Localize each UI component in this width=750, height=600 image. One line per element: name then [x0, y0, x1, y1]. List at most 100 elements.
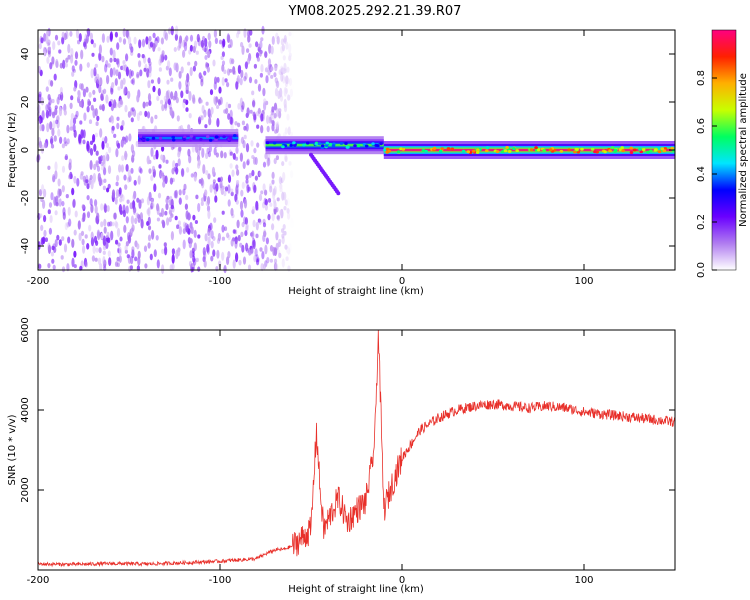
- heatmap-cell: [47, 94, 51, 101]
- heatmap-cell: [75, 28, 80, 39]
- heatmap-cell: [223, 226, 228, 231]
- heatmap-cell: [147, 234, 152, 242]
- heatmap-cell: [116, 256, 120, 262]
- heatmap-cell: [207, 151, 211, 158]
- heatmap-cell: [86, 62, 90, 68]
- heatmap-cell: [169, 177, 173, 185]
- heatmap-cell: [216, 238, 221, 244]
- heatmap-cell: [148, 63, 152, 74]
- heatmap-cell: [273, 72, 277, 78]
- heatmap-cell: [236, 219, 240, 229]
- heatmap-cell: [107, 250, 111, 257]
- heatmap-cell: [65, 30, 69, 40]
- heatmap-cell: [246, 107, 250, 117]
- heatmap-cell: [542, 149, 546, 152]
- heatmap-cell: [157, 192, 162, 199]
- heatmap-cell: [43, 142, 48, 149]
- heatmap-cell: [146, 208, 150, 215]
- heatmap-cell: [262, 87, 266, 97]
- heatmap-cell: [96, 165, 101, 172]
- heatmap-cell: [237, 64, 242, 71]
- heatmap-cell: [187, 213, 191, 220]
- heatmap-cell: [302, 143, 306, 147]
- heatmap-cell: [161, 145, 165, 152]
- heatmap-cell: [284, 127, 288, 135]
- heatmap-cell: [262, 263, 267, 270]
- heatmap-cell: [52, 174, 56, 183]
- heatmap-cell: [629, 151, 634, 154]
- heatmap-cell: [229, 151, 233, 156]
- heatmap-cell: [267, 198, 272, 203]
- heatmap-cell: [71, 187, 75, 196]
- heatmap-cell: [111, 82, 115, 89]
- heatmap-cell: [70, 112, 74, 120]
- heatmap-cell: [97, 257, 102, 265]
- heatmap-cell: [204, 189, 208, 197]
- y-tick-label: 0: [20, 147, 31, 153]
- heatmap-cell: [82, 212, 86, 222]
- heatmap-cell: [168, 27, 172, 35]
- heatmap-cell: [245, 242, 249, 252]
- heatmap-cell: [62, 207, 66, 216]
- heatmap-cell: [170, 231, 174, 241]
- heatmap-cell: [180, 90, 184, 99]
- heatmap-cell: [241, 45, 245, 55]
- heatmap-cell: [128, 36, 132, 46]
- heatmap-cell: [187, 148, 191, 157]
- heatmap-cell: [95, 160, 99, 166]
- heatmap-cell: [100, 221, 104, 228]
- heatmap-cell: [147, 216, 151, 226]
- heatmap-cell: [115, 58, 119, 65]
- heatmap-cell: [140, 198, 145, 204]
- heatmap-cell: [209, 184, 213, 193]
- heatmap-cell: [162, 180, 166, 188]
- heatmap-cell: [254, 79, 258, 84]
- heatmap-cell: [92, 134, 96, 143]
- heatmap-cell: [79, 83, 83, 90]
- heatmap-cell: [208, 138, 213, 142]
- heatmap-cell: [269, 245, 274, 252]
- heatmap-cell: [199, 114, 203, 120]
- heatmap-cell: [186, 73, 190, 83]
- heatmap-cell: [289, 131, 294, 136]
- heatmap-cell: [91, 255, 95, 262]
- heatmap-cell: [211, 166, 216, 176]
- heatmap-cell: [213, 147, 217, 156]
- heatmap-cell: [401, 147, 406, 151]
- heatmap-cell: [287, 94, 291, 101]
- x-tick-label: -100: [209, 575, 232, 586]
- heatmap-cell: [50, 80, 54, 87]
- x-tick-label: -100: [209, 276, 232, 287]
- heatmap-cell: [265, 75, 269, 84]
- heatmap-cell: [461, 149, 466, 153]
- heatmap-cell: [608, 149, 612, 153]
- heatmap-cell: [270, 109, 274, 116]
- heatmap-cell: [285, 41, 289, 50]
- heatmap-cell: [189, 250, 193, 259]
- heatmap-cell: [98, 44, 102, 55]
- heatmap-cell: [191, 266, 195, 273]
- heatmap-cell: [613, 148, 618, 152]
- heatmap-cell: [59, 62, 63, 69]
- heatmap-cell: [58, 239, 62, 246]
- heatmap-cell: [289, 88, 293, 98]
- heatmap-cell: [85, 179, 89, 184]
- heatmap-cell: [189, 66, 193, 77]
- heatmap-cell: [117, 86, 121, 91]
- heatmap-cell: [89, 174, 93, 180]
- heatmap-cell: [214, 76, 218, 85]
- heatmap-cell: [94, 205, 98, 214]
- heatmap-cell: [124, 150, 128, 161]
- heatmap-cell: [188, 90, 192, 101]
- heatmap-cell: [116, 122, 120, 130]
- heatmap-cell: [235, 81, 239, 90]
- heatmap-cell: [98, 156, 102, 161]
- heatmap-cell: [243, 216, 247, 225]
- heatmap-cell: [172, 95, 176, 101]
- heatmap-cell: [79, 120, 83, 125]
- heatmap-cell: [73, 86, 77, 92]
- heatmap-cell: [74, 114, 78, 120]
- heatmap-cell: [242, 161, 246, 170]
- y-tick-label: 2000: [20, 477, 31, 502]
- heatmap-cell: [236, 180, 240, 185]
